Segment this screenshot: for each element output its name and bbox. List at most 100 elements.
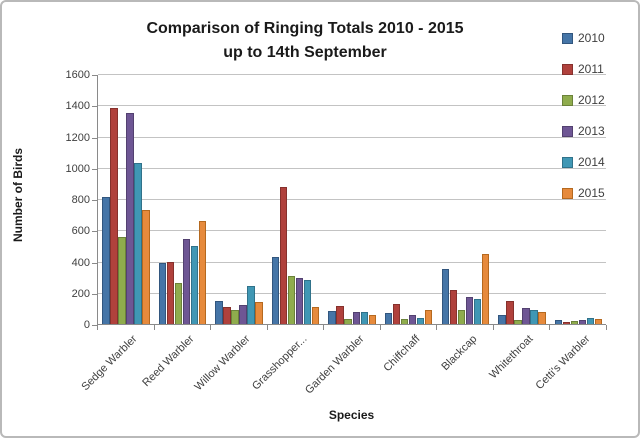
bar-2013-reed-warbler: [182, 238, 191, 324]
y-tick-mark: [92, 168, 97, 170]
x-tick-mark: [379, 325, 381, 330]
legend-label: 2012: [578, 93, 605, 107]
legend-label: 2011: [578, 62, 604, 76]
bar-2013-willow-warbler: [239, 305, 247, 324]
legend-entry-2011: 2011: [562, 62, 605, 76]
y-tick-mark: [92, 231, 97, 233]
legend-swatch-icon: [562, 125, 573, 137]
bar-2014-grasshopper-: [303, 280, 312, 324]
bar-2013-garden-warbler: [352, 311, 360, 324]
y-tick-mark: [92, 75, 97, 76]
bar-2012-whitethroat: [514, 320, 522, 324]
x-tick-mark: [97, 325, 98, 330]
bar-2014-cetti-s-warbler: [586, 317, 595, 324]
bar-2010-blackcap: [441, 269, 449, 324]
y-tick-label: 1600: [65, 69, 90, 81]
bar-2012-garden-warbler: [344, 318, 352, 324]
bar-2015-garden-warbler: [368, 314, 376, 324]
bar-2014-blackcap: [473, 299, 482, 324]
gridline: [98, 292, 606, 294]
bar-2011-reed-warbler: [166, 262, 175, 324]
gridline: [98, 74, 606, 75]
gridline: [98, 167, 606, 169]
bar-2013-blackcap: [465, 296, 474, 324]
bar-2015-chiffchaff: [425, 309, 433, 324]
legend-swatch-icon: [562, 156, 573, 168]
bar-2015-cetti-s-warbler: [594, 318, 603, 324]
bar-2013-sedge-warbler: [126, 113, 134, 324]
bar-2014-chiffchaff: [417, 317, 425, 324]
bar-2012-blackcap: [457, 309, 465, 324]
gridline: [98, 136, 606, 138]
bar-2014-reed-warbler: [190, 245, 199, 324]
legend-swatch-icon: [562, 63, 573, 75]
legend-label: 2014: [578, 155, 605, 169]
bar-2014-whitethroat: [530, 309, 538, 324]
legend-entry-2010: 2010: [562, 31, 605, 45]
chart-title: Comparison of Ringing Totals 2010 - 2015: [146, 20, 464, 37]
bar-2011-sedge-warbler: [110, 108, 118, 324]
x-tick-mark: [266, 325, 268, 330]
x-tick-mark: [606, 325, 607, 330]
gridline: [98, 105, 606, 107]
legend: 2010 2011 2012 2013 2014 2015: [562, 31, 605, 200]
legend-entry-2012: 2012: [562, 93, 605, 107]
y-tick-label: 0: [83, 319, 90, 331]
bar-2015-whitethroat: [538, 311, 546, 324]
bar-2010-willow-warbler: [215, 300, 223, 324]
bar-2015-willow-warbler: [255, 302, 263, 324]
x-tick-mark: [436, 325, 438, 330]
gridline: [98, 199, 606, 200]
x-category-label: Sedge Warbler: [79, 333, 140, 394]
bar-2011-whitethroat: [506, 300, 514, 324]
bar-2010-whitethroat: [498, 314, 506, 324]
legend-swatch-icon: [562, 187, 573, 199]
y-tick-mark: [92, 106, 97, 108]
bar-2015-reed-warbler: [198, 220, 207, 324]
bar-2015-sedge-warbler: [142, 209, 150, 324]
bar-2012-willow-warbler: [231, 309, 239, 324]
x-tick-mark: [153, 325, 155, 330]
bar-2014-sedge-warbler: [134, 163, 142, 324]
x-tick-mark: [210, 325, 212, 330]
y-tick-label: 600: [71, 225, 90, 238]
legend-entry-2015: 2015: [562, 186, 605, 200]
bar-2012-reed-warbler: [174, 283, 183, 324]
legend-label: 2010: [578, 31, 605, 45]
bar-2012-sedge-warbler: [118, 237, 126, 324]
bar-2014-willow-warbler: [247, 285, 255, 324]
y-tick-label: 400: [71, 256, 90, 269]
bar-2011-willow-warbler: [223, 306, 231, 324]
bar-2013-chiffchaff: [409, 315, 417, 324]
bar-2013-grasshopper-: [295, 277, 304, 324]
x-tick-mark: [492, 325, 494, 330]
bar-2015-grasshopper-: [311, 306, 320, 324]
plot-area: [97, 74, 606, 325]
bar-2011-blackcap: [449, 289, 457, 324]
y-tick-mark: [92, 262, 97, 264]
legend-swatch-icon: [562, 94, 573, 106]
legend-label: 2013: [578, 124, 605, 138]
bar-2015-blackcap: [481, 254, 490, 324]
bar-2013-whitethroat: [522, 308, 530, 324]
bar-2010-grasshopper-: [271, 256, 280, 324]
legend-label: 2015: [578, 186, 605, 200]
bar-2012-grasshopper-: [287, 276, 296, 324]
legend-swatch-icon: [562, 32, 573, 44]
x-axis-title: Species: [328, 408, 375, 422]
bar-2010-sedge-warbler: [102, 196, 110, 324]
y-tick-mark: [92, 200, 97, 201]
bar-2010-chiffchaff: [385, 313, 393, 324]
bar-2010-cetti-s-warbler: [554, 320, 563, 324]
bar-2011-cetti-s-warbler: [562, 321, 571, 324]
y-tick-label: 1000: [65, 162, 90, 175]
y-tick-mark: [92, 325, 97, 326]
x-tick-mark: [549, 325, 551, 330]
y-tick-label: 1400: [65, 100, 90, 113]
legend-entry-2013: 2013: [562, 124, 605, 138]
y-axis-title: Number of Birds: [11, 148, 25, 243]
bar-2011-garden-warbler: [336, 306, 344, 324]
y-tick-label: 800: [71, 194, 90, 206]
bar-2012-cetti-s-warbler: [570, 320, 579, 324]
